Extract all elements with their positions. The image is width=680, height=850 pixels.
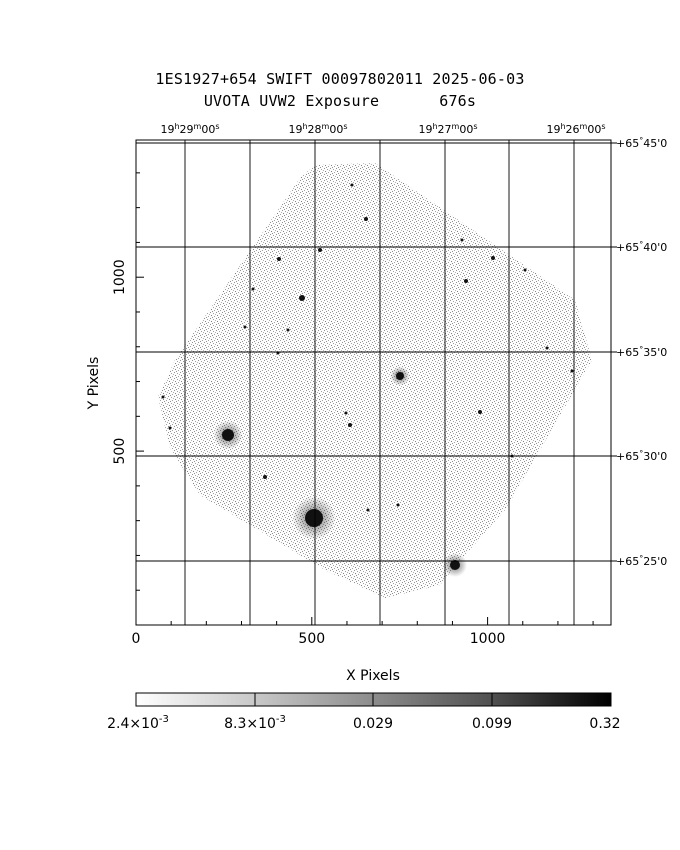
dec-tick-label: +65°45'0 (616, 136, 667, 150)
point-source (348, 423, 352, 427)
point-source (161, 395, 165, 399)
point-source (478, 410, 482, 414)
point-sources (161, 183, 574, 577)
point-source (523, 268, 527, 272)
y-axis-label: Y Pixels (86, 357, 102, 411)
dec-tick-label: +65°30'0 (616, 449, 667, 463)
x-tick-label: 500 (298, 631, 325, 647)
exposure-field (158, 163, 592, 598)
exposure-time: 676s (439, 92, 477, 110)
point-source (350, 183, 354, 187)
plot-title-line2: UVOTA UVW2 Exposure 676s (0, 92, 680, 110)
dec-tick-label: +65°35'0 (616, 345, 667, 359)
point-source (243, 325, 247, 329)
point-source (460, 238, 464, 242)
point-source (299, 295, 305, 301)
colorbar (135, 692, 612, 707)
y-tick-label: 1000 (112, 259, 128, 295)
dec-tick-labels: +65°45'0 +65°40'0 +65°35'0 +65°30'0 +65°25'0 (611, 136, 667, 568)
x-axis-label: X Pixels (346, 668, 400, 684)
colorbar-label: 0.32 (589, 716, 620, 732)
point-source (168, 426, 172, 430)
point-source (263, 475, 267, 479)
x-tick-label: 0 (132, 631, 141, 647)
y-tick-labels: 500 1000 (112, 259, 128, 464)
ra-tick-label: 19h26m00s (546, 122, 605, 136)
point-source (286, 328, 290, 332)
x-tick-label: 1000 (470, 631, 506, 647)
point-source (366, 508, 370, 512)
point-source (222, 429, 234, 441)
point-source (318, 248, 322, 252)
point-source (570, 369, 574, 373)
pixel-ticks (135, 172, 594, 626)
point-source (491, 256, 495, 260)
point-source (305, 509, 323, 527)
dec-tick-label: +65°25'0 (616, 554, 667, 568)
ra-tick-label: 19h27m00s (418, 122, 477, 136)
exposure-filter-label: UVOTA UVW2 Exposure (203, 92, 380, 110)
colorbar-label: 8.3×10-3 (224, 714, 286, 732)
coordinate-grid (136, 140, 611, 625)
point-source (396, 503, 400, 507)
plot-frame (135, 139, 612, 626)
point-source (277, 257, 281, 261)
x-tick-labels: 0 500 1000 (132, 631, 506, 647)
point-source (396, 372, 404, 380)
point-source (344, 411, 348, 415)
ra-tick-label: 19h29m00s (160, 122, 219, 136)
point-source (251, 287, 255, 291)
colorbar-label: 2.4×10-3 (107, 714, 169, 732)
ra-tick-label: 19h28m00s (288, 122, 347, 136)
point-source (364, 217, 368, 221)
colorbar-label: 0.099 (472, 716, 512, 732)
point-source (464, 279, 468, 283)
ra-tick-labels: 19h29m00s 19h28m00s 19h27m00s 19h26m00s (160, 122, 605, 136)
dec-tick-label: +65°40'0 (616, 240, 667, 254)
plot-title-line1: 1ES1927+654 SWIFT 00097802011 2025-06-03 (155, 70, 525, 88)
y-tick-label: 500 (112, 438, 128, 465)
point-source (450, 560, 460, 570)
point-source (545, 346, 549, 350)
colorbar-labels: 2.4×10-3 8.3×10-3 0.029 0.099 0.32 (107, 714, 620, 732)
colorbar-label: 0.029 (353, 716, 393, 732)
